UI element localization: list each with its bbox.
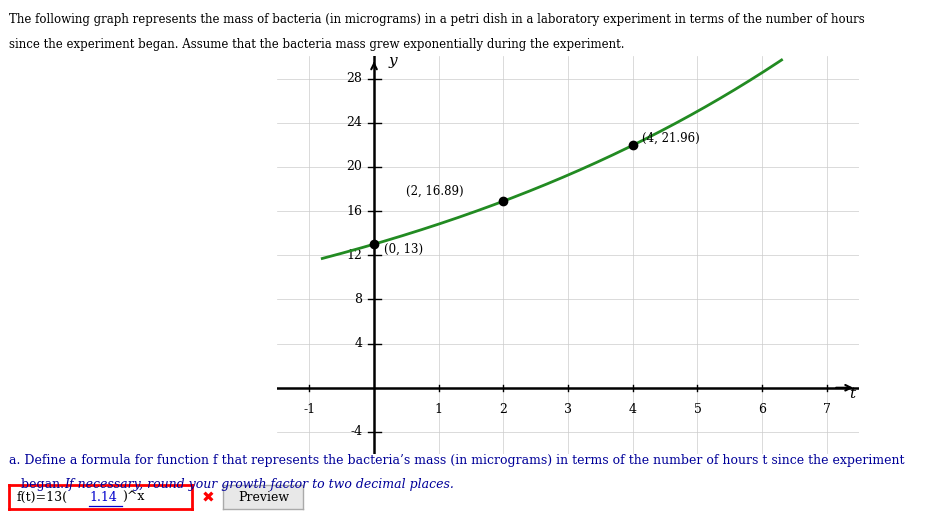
Text: began.: began. [9,478,69,491]
Text: 5: 5 [694,403,701,416]
Text: 16: 16 [346,205,362,218]
Text: 12: 12 [346,249,362,262]
Text: 4: 4 [629,403,637,416]
Text: If necessary, round your growth factor to two decimal places.: If necessary, round your growth factor t… [64,478,454,491]
Text: y: y [388,54,397,68]
Text: t: t [850,387,855,401]
Text: 2: 2 [500,403,507,416]
Text: 7: 7 [823,403,831,416]
Text: 4: 4 [354,337,362,350]
Text: -1: -1 [303,403,316,416]
Text: f(t)=13(: f(t)=13( [17,490,68,504]
Text: ✖: ✖ [202,490,215,505]
Text: 1.14: 1.14 [89,490,117,504]
Text: )^x: )^x [122,490,145,504]
Text: 1: 1 [435,403,442,416]
Text: 3: 3 [564,403,572,416]
Text: 24: 24 [346,116,362,129]
Text: (4, 21.96): (4, 21.96) [642,132,700,145]
Text: The following graph represents the mass of bacteria (in micrograms) in a petri d: The following graph represents the mass … [9,13,865,26]
Text: (2, 16.89): (2, 16.89) [407,185,464,198]
Text: 20: 20 [346,161,362,173]
Text: Preview: Preview [238,490,289,504]
Text: 8: 8 [354,293,362,306]
Text: 28: 28 [346,72,362,85]
Text: a. Define a formula for function f that represents the bacteria’s mass (in micro: a. Define a formula for function f that … [9,454,905,467]
Text: (0, 13): (0, 13) [384,243,423,256]
Text: since the experiment began. Assume that the bacteria mass grew exponentially dur: since the experiment began. Assume that … [9,38,624,51]
Text: 6: 6 [758,403,766,416]
Text: -4: -4 [350,425,362,439]
